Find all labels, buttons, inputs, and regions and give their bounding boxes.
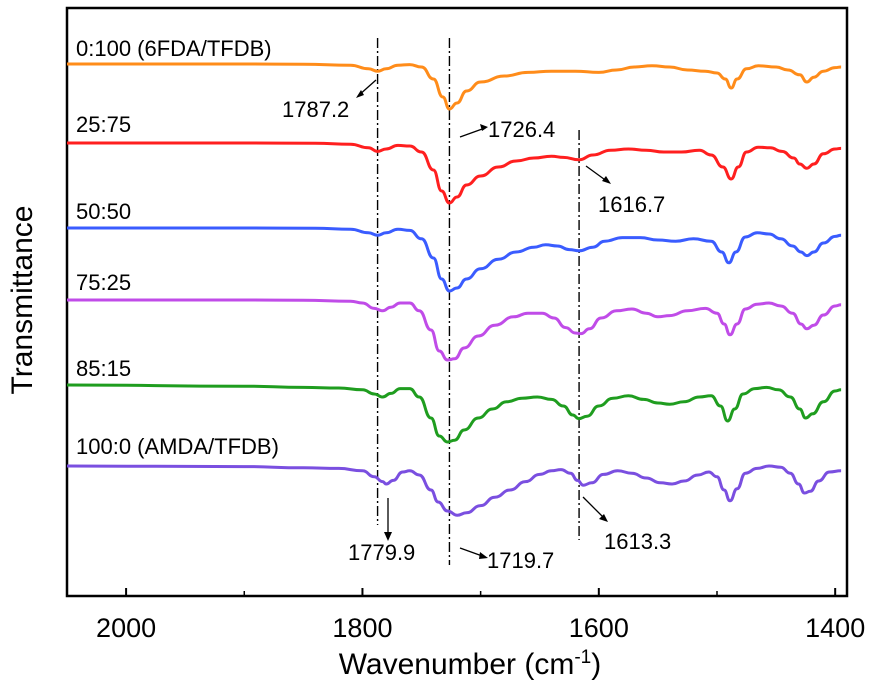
series-label-0: 0:100 (6FDA/TFDB) bbox=[76, 36, 272, 61]
arrowhead-1613 bbox=[599, 514, 608, 522]
annotation-1616: 1616.7 bbox=[598, 192, 665, 217]
reference-lines bbox=[376, 38, 580, 565]
series-label-2: 50:50 bbox=[76, 199, 131, 224]
series-label-3: 75:25 bbox=[76, 270, 131, 295]
y-axis-title: Transmittance bbox=[6, 206, 39, 395]
series-label-4: 85:15 bbox=[76, 356, 131, 381]
x-axis-title-sup: -1 bbox=[574, 647, 591, 668]
series-line-0 bbox=[66, 62, 842, 111]
series-labels: 0:100 (6FDA/TFDB) 25:75 50:50 75:25 85:1… bbox=[76, 36, 279, 459]
series-line-1 bbox=[66, 141, 842, 205]
annotation-arrowheads bbox=[356, 90, 611, 559]
annotation-1787: 1787.2 bbox=[282, 97, 349, 122]
series-line-5 bbox=[66, 464, 842, 517]
series-line-4 bbox=[66, 383, 842, 444]
annotation-1779: 1779.9 bbox=[348, 540, 415, 565]
plot-frame bbox=[65, 6, 849, 598]
x-tick-label-2000: 2000 bbox=[96, 613, 156, 643]
series-label-1: 25:75 bbox=[76, 112, 131, 137]
x-axis-title-close: ) bbox=[591, 648, 601, 681]
annotation-labels: 1787.2 1726.4 1616.7 1779.9 1719.7 1613.… bbox=[282, 97, 671, 573]
series-line-3 bbox=[66, 298, 842, 362]
arrowhead-1719 bbox=[479, 552, 488, 559]
annotation-1726: 1726.4 bbox=[488, 117, 555, 142]
arrowhead-1779 bbox=[384, 532, 392, 541]
arrowhead-1726 bbox=[480, 124, 488, 131]
annotation-1719: 1719.7 bbox=[487, 548, 554, 573]
x-tick-label-1400: 1400 bbox=[805, 613, 865, 643]
arrowhead-1616 bbox=[602, 176, 611, 184]
arrowhead-1787 bbox=[356, 90, 364, 98]
series-line-2 bbox=[67, 226, 842, 293]
series-group bbox=[66, 62, 842, 517]
x-tick-label-1600: 1600 bbox=[569, 613, 629, 643]
annotation-arrows bbox=[357, 79, 609, 558]
x-axis-title: Wavenumber (cm-1) bbox=[339, 647, 602, 681]
x-axis-title-main: Wavenumber (cm bbox=[339, 648, 575, 681]
arrow-1726 bbox=[459, 127, 486, 138]
annotation-1613: 1613.3 bbox=[604, 529, 671, 554]
series-label-5: 100:0 (AMDA/TFDB) bbox=[76, 434, 279, 459]
x-axis-ticks: 2000 1800 1600 1400 bbox=[96, 588, 865, 643]
x-tick-label-1800: 1800 bbox=[332, 613, 392, 643]
arrow-1613 bbox=[582, 496, 606, 520]
